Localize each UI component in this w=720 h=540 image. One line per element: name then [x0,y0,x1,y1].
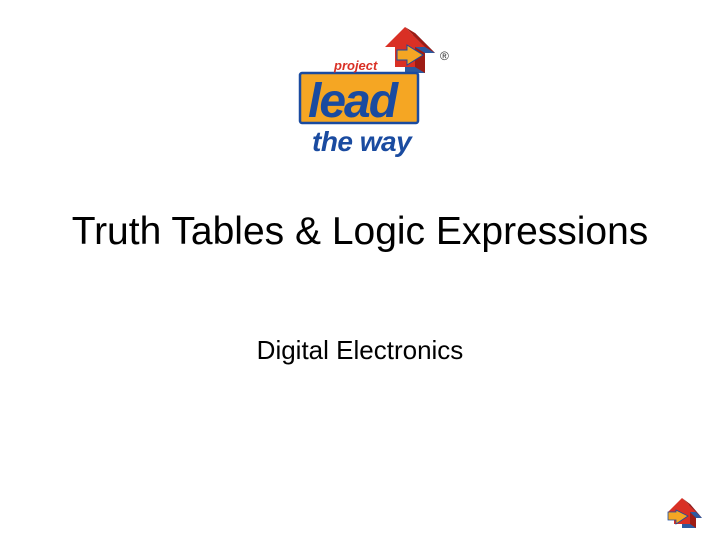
theway-text: the way [312,126,413,157]
project-text: project [333,58,378,73]
slide-subtitle: Digital Electronics [0,335,720,366]
pltw-logo: ® project lead the way [260,5,460,160]
pltw-arrow-icon [654,484,702,528]
registered-symbol: ® [440,49,449,63]
slide-title: Truth Tables & Logic Expressions [0,210,720,254]
lead-text: lead [308,75,400,128]
